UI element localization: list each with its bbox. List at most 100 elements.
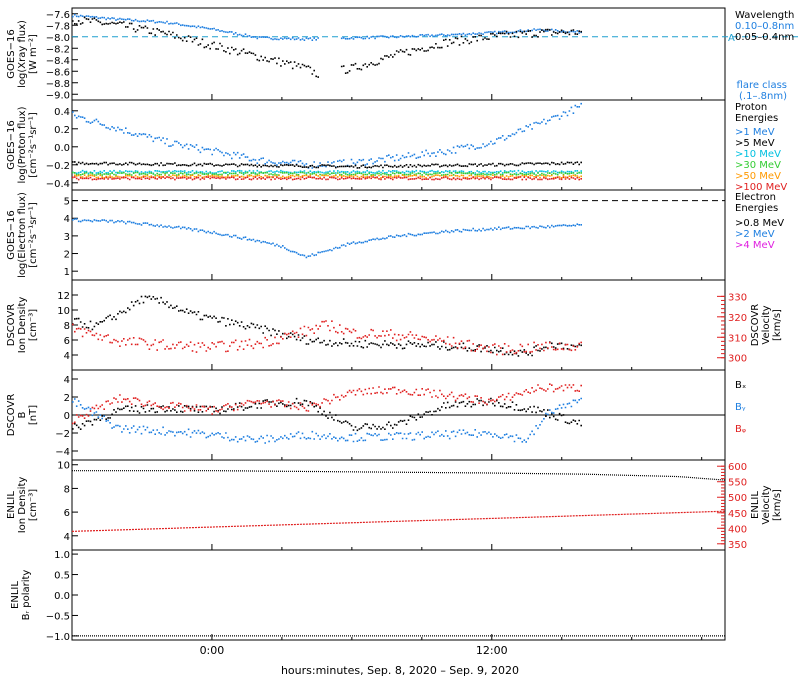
enlil-density-ylabel2: [km/s]	[772, 489, 783, 521]
xray-ytick-label: −7.8	[46, 21, 70, 32]
xray-ytick-label: −8.2	[46, 44, 70, 55]
enlil-polarity-ylabel: ENLIL	[10, 581, 21, 609]
electron-ylabel: GOES−16	[6, 210, 17, 259]
xray-ytick-label: −9.0	[46, 90, 70, 101]
dscovr-density-y2tick-label: 330	[728, 292, 747, 303]
proton-legend-title2: Energies	[735, 113, 778, 124]
enlil-density-series-red	[71, 510, 726, 532]
enlil-polarity-ytick-label: 0.0	[54, 591, 70, 602]
proton-ytick-label: 0.0	[54, 143, 70, 154]
enlil-density-y2tick-label: 550	[728, 478, 747, 489]
xray-ytick-label: −7.6	[46, 10, 70, 21]
xray-ytick-label: −8.0	[46, 33, 70, 44]
xray-series-black	[72, 16, 582, 78]
dscovr-density-ytick-label: 4	[64, 351, 70, 362]
proton-legend-title: Proton	[735, 102, 767, 113]
dscovr-b-series-red	[72, 383, 582, 425]
xray-legend-item: 0.05–0.4nm	[735, 32, 794, 43]
xray-ytick-label: −8.6	[46, 67, 70, 78]
enlil-density-ylabel2: ENLIL	[750, 491, 761, 519]
xray-ytick-label: −8.4	[46, 56, 70, 67]
x-tick-label: 0:00	[200, 644, 225, 657]
xray-series-blue	[72, 13, 582, 41]
dscovr-b-ylabel: DSCOVR	[6, 394, 17, 437]
dscovr-density-ylabel: Ion Density	[17, 297, 28, 354]
proton-ytick-label: −0.2	[46, 161, 70, 172]
dscovr-density-frame	[71, 279, 726, 371]
electron-legend-title: Electron	[735, 192, 776, 203]
proton-ytick-label: 0.4	[54, 107, 70, 118]
dscovr-density-y2tick-label: 320	[728, 313, 747, 324]
enlil-density-ylabel: Ion Density	[17, 477, 28, 534]
proton-series-black	[72, 161, 582, 169]
dscovr-b-legend-item: Bᵩ	[735, 424, 746, 435]
electron-legend-item: >4 MeV	[735, 240, 775, 251]
xray-legend-title: Wavelength	[735, 10, 794, 21]
enlil-density-ylabel: ENLIL	[6, 491, 17, 519]
enlil-density-ylabel2: Velocity	[761, 485, 772, 524]
proton-series-blue	[72, 102, 582, 169]
xray-ytick-label: −8.8	[46, 79, 70, 90]
dscovr-density-ylabel: [cm⁻³]	[28, 309, 39, 341]
proton-ylabel: log(Proton flux)	[17, 106, 28, 183]
enlil-polarity-ylabel: Bᵣ polarity	[21, 570, 32, 621]
proton-legend-item: >30 MeV	[735, 160, 781, 171]
proton-series-red	[72, 176, 582, 181]
dscovr-density-ylabel2: DSCOVR	[750, 304, 761, 347]
enlil-density-y2tick-label: 500	[728, 493, 747, 504]
electron-ytick-label: 5	[64, 197, 70, 208]
electron-ytick-label: 3	[64, 232, 70, 243]
dscovr-b-ytick-label: 4	[64, 375, 70, 386]
dscovr-b-legend-item: Bᵧ	[735, 402, 746, 413]
dscovr-density-ytick-label: 6	[64, 336, 70, 347]
enlil-polarity-frame	[71, 549, 726, 641]
proton-series-green	[72, 171, 582, 176]
dscovr-density-ytick-label: 8	[64, 321, 70, 332]
dscovr-density-ylabel2: Velocity	[761, 305, 772, 344]
dscovr-density-ylabel: DSCOVR	[6, 304, 17, 347]
dscovr-b-ylabel: B	[17, 411, 28, 418]
xray-note: (.1–.8nm)	[739, 91, 787, 102]
dscovr-density-ylabel2: [km/s]	[772, 309, 783, 341]
enlil-polarity-ytick-label: −0.5	[46, 611, 70, 622]
xray-note: flare class	[737, 80, 787, 91]
electron-ytick-label: 2	[64, 250, 70, 261]
enlil-density-series-black	[72, 470, 726, 481]
enlil-density-ytick-label: 6	[64, 508, 70, 519]
xray-frame	[71, 7, 726, 101]
xray-ylabel: [W m⁻²]	[28, 34, 39, 74]
dscovr-density-series-red	[72, 320, 582, 356]
enlil-density-y2tick-label: 450	[728, 509, 747, 520]
xray-threshold-label: A	[728, 33, 735, 44]
dscovr-b-legend-item: Bₓ	[735, 380, 746, 391]
proton-ylabel: [cm⁻²s⁻¹sr⁻¹]	[28, 112, 39, 178]
dscovr-b-ytick-label: −2	[55, 429, 70, 440]
proton-legend-item: >100 MeV	[735, 182, 787, 193]
enlil-density-ylabel: [cm⁻³]	[28, 489, 39, 521]
xray-ylabel: GOES−16	[6, 29, 17, 78]
enlil-density-ytick-label: 10	[57, 461, 70, 472]
dscovr-b-ytick-label: −4	[55, 447, 70, 458]
electron-legend-item: >2 MeV	[735, 229, 775, 240]
dscovr-density-series-black	[72, 295, 582, 357]
xray-ylabel: log(Xray flux)	[17, 20, 28, 88]
proton-legend-item: >1 MeV	[735, 127, 775, 138]
dscovr-b-ylabel: [nT]	[28, 405, 39, 425]
electron-ytick-label: 1	[64, 267, 70, 278]
electron-ylabel: log(Electron flux)	[17, 192, 28, 278]
dscovr-b-ytick-label: 2	[64, 393, 70, 404]
enlil-polarity-ytick-label: 0.5	[54, 571, 70, 582]
proton-legend-item: >50 MeV	[735, 171, 781, 182]
enlil-density-ytick-label: 8	[64, 484, 70, 495]
xray-legend-item: 0.10–0.8nm	[735, 21, 794, 32]
enlil-density-y2tick-label: 400	[728, 524, 747, 535]
proton-ylabel: GOES−16	[6, 120, 17, 169]
electron-legend-item: >0.8 MeV	[735, 218, 784, 229]
dscovr-density-y2tick-label: 310	[728, 333, 747, 344]
x-axis-label: hours:minutes, Sep. 8, 2020 – Sep. 9, 20…	[280, 664, 520, 677]
enlil-polarity-ytick-label: −1.0	[46, 632, 70, 643]
dscovr-b-series-blue	[72, 397, 582, 444]
dscovr-b-ytick-label: 0	[64, 411, 70, 422]
x-tick-label: 12:00	[476, 644, 508, 657]
